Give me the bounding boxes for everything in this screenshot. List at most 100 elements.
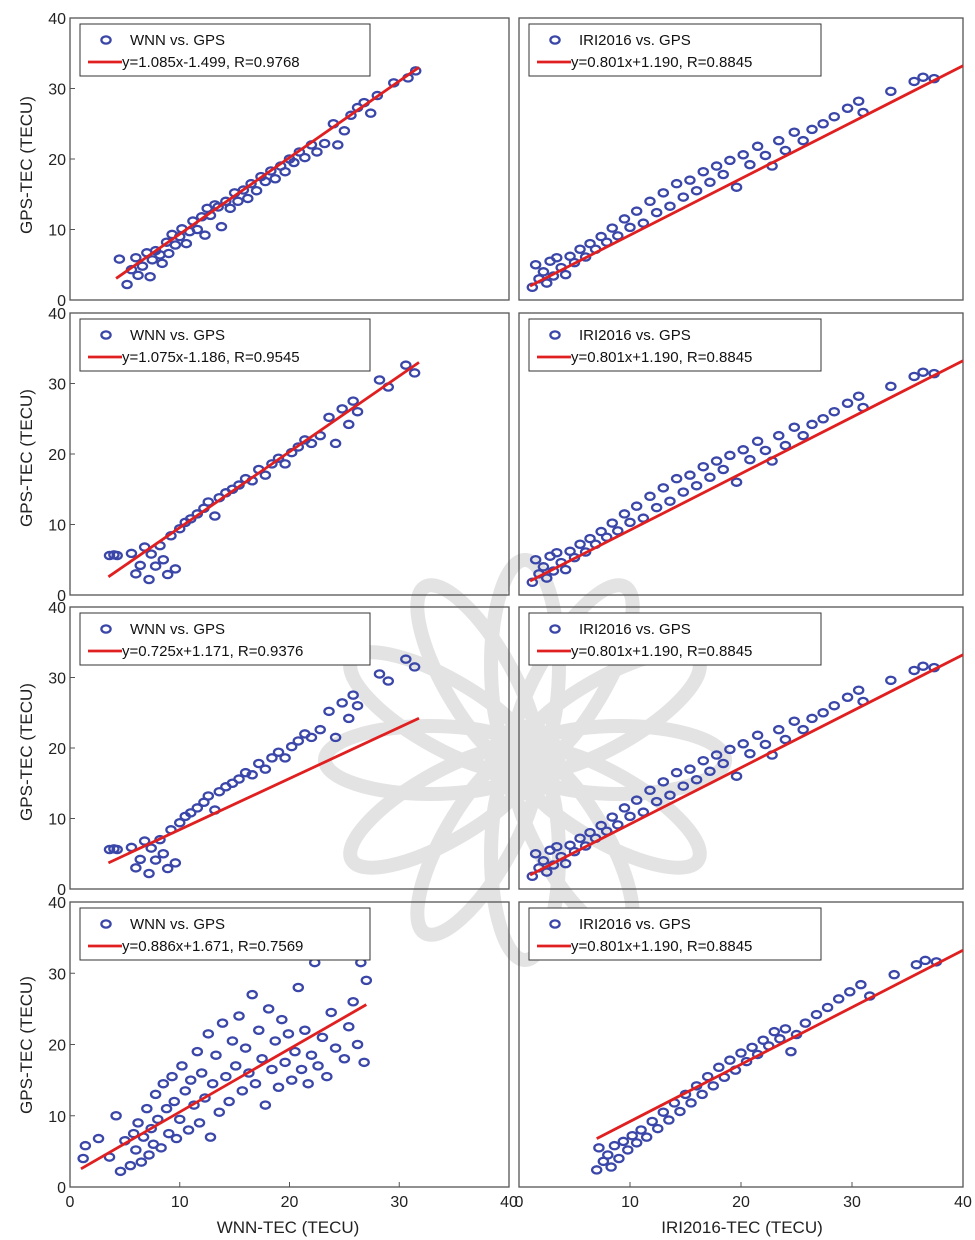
- scatter-point: [343, 713, 355, 724]
- scatter-point: [113, 254, 126, 264]
- scatter-point: [157, 1078, 170, 1089]
- scatter-point: [191, 224, 204, 235]
- scatter-point: [409, 66, 422, 76]
- scatter-point: [224, 203, 236, 214]
- scatter-point: [265, 166, 277, 176]
- scatter-point: [173, 817, 186, 828]
- scatter-point: [917, 661, 929, 671]
- scatter-point: [130, 569, 142, 579]
- scatter-point: [650, 502, 663, 513]
- scatter-point: [209, 511, 221, 521]
- scatter-point: [624, 517, 636, 528]
- scatter-point: [759, 150, 772, 161]
- legend-marker: [100, 624, 112, 634]
- scatter-point: [289, 1046, 301, 1057]
- scatter-point: [156, 258, 168, 269]
- x-tick-label: 20: [732, 1194, 750, 1211]
- scatter-point: [806, 419, 818, 430]
- scatter-point: [168, 1096, 181, 1107]
- scatter-point: [550, 547, 563, 558]
- scatter-point: [772, 724, 785, 735]
- scatter-point: [173, 1114, 186, 1125]
- scatter-point: [329, 732, 342, 743]
- scatter-point: [785, 1046, 797, 1057]
- scatter-point: [737, 150, 749, 160]
- scatter-point: [229, 1061, 242, 1071]
- panel-b2: IRI2016 vs. GPS y=0.801x+1.190, R=0.8845: [518, 312, 964, 596]
- scatter-point: [670, 767, 683, 778]
- scatter-point: [269, 1036, 281, 1046]
- scatter-point: [737, 445, 749, 455]
- scatter-point: [347, 690, 359, 700]
- scatter-point: [149, 855, 162, 865]
- y-tick-label: 10: [48, 1109, 66, 1126]
- scatter-point: [622, 1145, 634, 1155]
- scatter-point: [110, 1111, 122, 1121]
- scatter-point: [295, 1064, 308, 1075]
- scatter-point: [343, 1021, 355, 1032]
- scatter-point: [677, 781, 690, 791]
- x-tick-label: 20: [281, 1194, 299, 1211]
- fit-line: [529, 653, 964, 877]
- scatter-point: [579, 841, 592, 851]
- scatter-point: [612, 526, 624, 536]
- scatter-point: [262, 1004, 275, 1014]
- scatter-point: [852, 685, 865, 695]
- scatter-point: [630, 206, 643, 216]
- scatter-point: [828, 700, 840, 711]
- scatter-point: [256, 1054, 268, 1064]
- scatter-point: [130, 252, 142, 263]
- scatter-point: [917, 72, 929, 82]
- axes-frame: [518, 312, 964, 596]
- scatter-point: [166, 1071, 178, 1082]
- scatter-point: [253, 1025, 265, 1036]
- scatter-point: [191, 1046, 204, 1057]
- scatter-point: [321, 1071, 333, 1082]
- scatter-point: [253, 758, 265, 769]
- scatter-point: [618, 214, 631, 224]
- scatter-point: [908, 665, 920, 676]
- scatter-point: [215, 221, 228, 232]
- scatter-point: [272, 1082, 285, 1093]
- scatter-point: [144, 271, 156, 282]
- scatter-point: [157, 849, 170, 859]
- scatter-point: [710, 456, 723, 466]
- scatter-point: [810, 1009, 823, 1020]
- scatter-point: [316, 1032, 329, 1043]
- scatter-point: [358, 1057, 370, 1068]
- scatter-point: [145, 549, 157, 559]
- scatter-point: [593, 1143, 605, 1153]
- scatter-point: [332, 140, 344, 150]
- scatter-point: [779, 440, 792, 451]
- scatter-point: [233, 1011, 245, 1021]
- scatter-point: [559, 564, 572, 575]
- scatter-point: [305, 438, 318, 449]
- scatter-point: [618, 803, 631, 813]
- x-tick-label: 30: [843, 1194, 861, 1211]
- scatter-point: [537, 562, 550, 572]
- scatter-point: [768, 1026, 781, 1037]
- scatter-point: [243, 1068, 255, 1078]
- scatter-point: [371, 90, 384, 101]
- fit-line: [80, 1003, 368, 1170]
- x-axis-label-left: WNN-TEC (TECU): [217, 1218, 360, 1237]
- scatter-point: [212, 202, 224, 212]
- scatter-point: [343, 419, 355, 430]
- scatter-point: [182, 1125, 195, 1135]
- scatter-point: [246, 989, 258, 1000]
- scatter-point: [216, 1018, 229, 1028]
- scatter-point: [690, 774, 703, 785]
- scatter-point: [338, 1054, 351, 1064]
- scatter-point: [163, 248, 175, 259]
- scatter-point: [155, 1143, 167, 1153]
- scatter-point: [821, 1002, 834, 1013]
- scatter-point: [624, 222, 636, 233]
- scatter-point: [612, 231, 624, 241]
- fit-line: [529, 359, 964, 583]
- scatter-point: [279, 166, 291, 177]
- legend: WNN vs. GPS y=1.075x-1.186, R=0.9545: [79, 318, 371, 372]
- scatter-point: [266, 753, 278, 763]
- scatter-point: [302, 1078, 314, 1089]
- scatter-point: [670, 473, 683, 484]
- scatter-point: [832, 994, 845, 1004]
